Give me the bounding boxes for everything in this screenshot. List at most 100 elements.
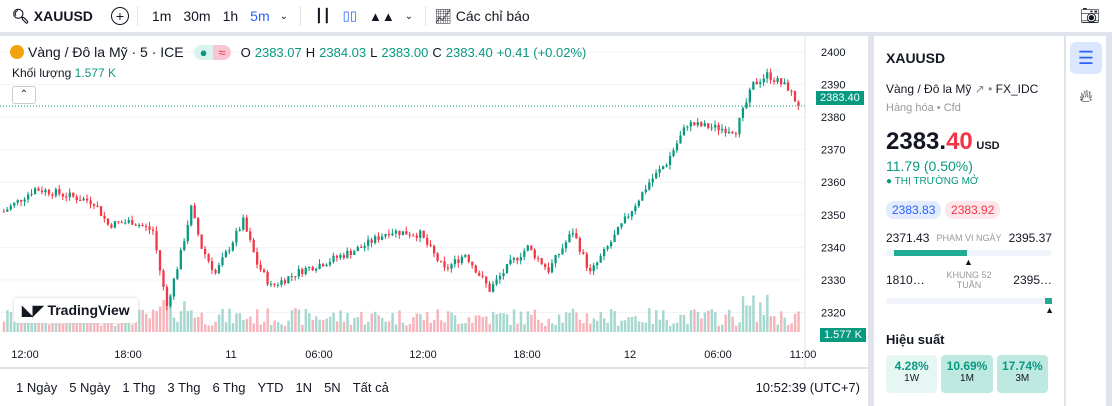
range-1d[interactable]: 1 Ngày [16, 380, 58, 395]
volume-bar [502, 313, 505, 332]
candle-body [262, 269, 266, 272]
volume-bar [210, 325, 214, 332]
hotlists-button[interactable]: 🔥︎ [1070, 80, 1102, 112]
range-3m[interactable]: 3 Thg [167, 380, 201, 395]
volume-bar [651, 323, 655, 332]
volume-bar [23, 322, 27, 332]
candle-body [367, 239, 370, 246]
range-5d[interactable]: 5 Ngày [69, 380, 111, 395]
day-range-bar: ▲ [886, 250, 1052, 267]
range-all[interactable]: Tất cả [352, 380, 389, 395]
collapse-legend-button[interactable]: ⌃ [12, 86, 36, 104]
range-5y[interactable]: 5N [324, 380, 341, 395]
volume-bar [675, 322, 679, 332]
candle-body [193, 205, 196, 219]
volume-bar [155, 311, 158, 332]
volume-bar [148, 318, 151, 332]
volume-bar [644, 322, 648, 332]
range-1m[interactable]: 1 Thg [122, 380, 156, 395]
volume-bar [585, 313, 589, 332]
candle-body [616, 227, 620, 235]
candle-body [637, 200, 640, 207]
chevron-down-icon[interactable]: ⌄ [279, 10, 289, 22]
range-1y[interactable]: 1N [295, 380, 313, 395]
volume-bar [686, 323, 689, 332]
candle-body [276, 284, 280, 286]
volume-bar [360, 311, 363, 332]
candle-body [318, 263, 321, 269]
volume-bar [471, 322, 474, 332]
volume-bar [526, 311, 530, 332]
watchlist-details-button[interactable]: ☰ [1070, 42, 1102, 74]
price-chart[interactable]: 2320 2330 2340 2350 2360 2370 2380 2390 2400 12:0… [0, 36, 868, 367]
market-status: ● THỊ TRƯỜNG MỞ [886, 176, 979, 187]
volume-bar [540, 322, 544, 332]
list-icon: ☰ [1077, 48, 1095, 68]
chevron-down-icon[interactable]: ⌄ [404, 10, 414, 22]
volume-bar [61, 323, 65, 332]
volume-bar [162, 299, 165, 332]
candle-body [707, 123, 710, 129]
timeframe-5m[interactable]: 5m [250, 8, 270, 24]
candle-body [297, 269, 300, 277]
timeframe-1h[interactable]: 1h [222, 8, 239, 24]
bar-chart-type-icon[interactable]: ┃┃ [315, 8, 331, 23]
area-chart-type-icon[interactable]: ▲▲ [368, 8, 395, 24]
volume-bar [58, 318, 61, 332]
range-ytd[interactable]: YTD [257, 380, 284, 395]
market-status-badge[interactable]: ● ≈ [193, 44, 231, 60]
symbol-search[interactable]: 🔍︎ XAUUSD [12, 7, 93, 25]
tradingview-logo[interactable]: ◣◤ TradingView [14, 298, 138, 323]
candle-body [141, 225, 144, 227]
perf-1w[interactable]: 4.28% 1W [886, 355, 938, 393]
volume-bar [151, 309, 155, 332]
volume-bar [415, 313, 419, 332]
range-6m[interactable]: 6 Thg [212, 380, 246, 395]
candle-body [714, 124, 717, 128]
candle-body [429, 244, 432, 246]
volume-bar [377, 315, 380, 332]
volume-bar [599, 311, 603, 332]
candle-body [68, 192, 71, 198]
candle-body [346, 250, 349, 258]
candle-body [516, 258, 519, 261]
chart-area[interactable]: 2320 2330 2340 2350 2360 2370 2380 2390 2400 12:0… [0, 36, 868, 367]
volume-bar [249, 316, 252, 332]
timeframe-30m[interactable]: 30m [183, 8, 211, 24]
volume-bar [474, 315, 478, 332]
category-row: Hàng hóa • Cfd [886, 102, 961, 114]
volume-bar [578, 319, 582, 332]
volume-bar [384, 321, 387, 332]
candle-body [578, 238, 581, 252]
clock[interactable]: 10:52:39 (UTC+7) [755, 380, 860, 395]
indicators-button[interactable]: 📈︎ Các chỉ báo [434, 7, 530, 24]
external-link-icon[interactable]: ↗ [974, 82, 985, 96]
price-integer: 2383. [886, 128, 947, 155]
candle-body [509, 259, 512, 265]
candle-body [766, 72, 769, 79]
candle-body [377, 236, 380, 240]
volume-bar [550, 323, 554, 332]
volume-bar [571, 308, 575, 332]
candle-body [162, 270, 165, 287]
volume-bar [714, 312, 717, 332]
add-symbol-button[interactable]: + [110, 7, 129, 25]
symbol-name: Vàng / Đô la Mỹ [886, 82, 972, 96]
x-tick-label: 11:00 [790, 349, 817, 361]
camera-icon[interactable]: 📷︎ [1079, 8, 1100, 25]
volume-bar [401, 322, 405, 332]
volume-bar [589, 323, 592, 332]
candle-body [75, 196, 78, 201]
volume-bar [648, 308, 651, 332]
candle-body [245, 217, 248, 232]
candle-body [599, 256, 602, 263]
candle-chart-type-icon[interactable]: ▯▯ [342, 8, 357, 23]
volume-bar [40, 321, 44, 332]
candle-body [217, 265, 221, 274]
perf-3m[interactable]: 17.74% 3M [996, 355, 1048, 393]
divider [425, 6, 427, 26]
timeframe-1m[interactable]: 1m [151, 8, 172, 24]
perf-1m[interactable]: 10.69% 1M [941, 355, 993, 393]
candle-body [325, 264, 328, 267]
candle-body [419, 230, 422, 238]
